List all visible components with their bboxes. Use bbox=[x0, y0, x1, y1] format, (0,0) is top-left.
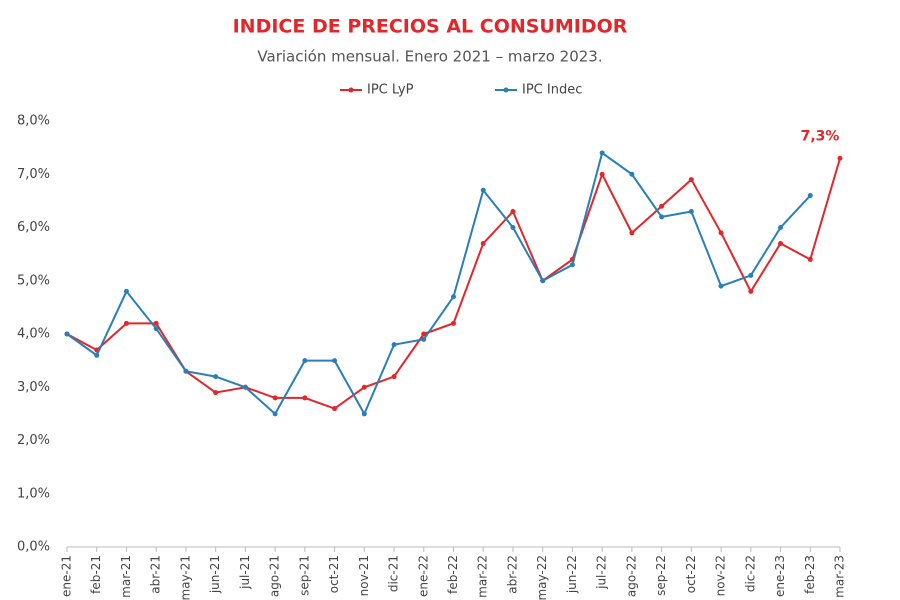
data-label: 7,3% bbox=[801, 128, 840, 144]
y-tick-label: 3,0% bbox=[17, 380, 50, 395]
x-tick-label: dic-21 bbox=[387, 555, 401, 592]
point bbox=[302, 395, 308, 401]
point bbox=[183, 368, 189, 374]
point bbox=[361, 411, 367, 417]
y-tick-label: 7,0% bbox=[17, 167, 50, 182]
y-tick-label: 6,0% bbox=[17, 220, 50, 235]
point bbox=[748, 288, 754, 294]
x-tick-label: sep-21 bbox=[297, 555, 311, 596]
x-tick-label: ene-22 bbox=[416, 555, 430, 597]
point bbox=[629, 171, 635, 177]
point bbox=[391, 342, 397, 348]
point bbox=[659, 203, 665, 209]
x-tick-label: mar-22 bbox=[476, 555, 490, 598]
legend-label: IPC Indec bbox=[522, 83, 582, 98]
x-tick-label: feb-22 bbox=[446, 555, 460, 594]
x-tick-label: abr-22 bbox=[505, 555, 519, 594]
point bbox=[421, 331, 427, 337]
x-tick-label: sep-22 bbox=[654, 555, 668, 596]
point bbox=[361, 384, 367, 390]
series-line bbox=[66, 151, 812, 417]
y-tick-label: 5,0% bbox=[17, 273, 50, 288]
point bbox=[451, 320, 456, 326]
x-tick-label: oct-21 bbox=[327, 555, 341, 593]
point bbox=[510, 225, 516, 230]
x-tick-label: mar-23 bbox=[833, 555, 847, 598]
x-tick-label: jun-22 bbox=[565, 555, 579, 594]
y-tick-label: 2,0% bbox=[17, 433, 50, 448]
y-tick-label: 8,0% bbox=[17, 114, 50, 129]
point bbox=[540, 278, 546, 284]
point bbox=[778, 225, 784, 230]
y-tick-label: 0,0% bbox=[17, 540, 50, 555]
point bbox=[599, 150, 605, 156]
point bbox=[213, 390, 219, 396]
x-tick-label: ene-23 bbox=[773, 555, 787, 597]
y-tick-label: 4,0% bbox=[17, 327, 50, 342]
x-tick-label: nov-22 bbox=[714, 555, 728, 596]
point bbox=[332, 406, 338, 412]
point bbox=[480, 187, 486, 193]
point bbox=[599, 171, 605, 177]
point bbox=[807, 193, 813, 199]
x-tick-label: feb-21 bbox=[89, 555, 103, 594]
point bbox=[272, 395, 278, 401]
x-tick-label: jul-22 bbox=[595, 555, 609, 590]
point bbox=[153, 326, 159, 332]
series-line bbox=[66, 157, 841, 410]
point bbox=[659, 214, 665, 220]
x-tick-label: jun-21 bbox=[208, 555, 222, 594]
x-tick-label: jul-21 bbox=[238, 555, 252, 590]
point bbox=[332, 358, 338, 364]
legend-marker bbox=[503, 87, 509, 93]
chart-title: INDICE DE PRECIOS AL CONSUMIDOR bbox=[233, 16, 628, 38]
point bbox=[510, 209, 516, 215]
point bbox=[153, 320, 159, 326]
point bbox=[837, 155, 843, 161]
legend-marker bbox=[348, 87, 354, 93]
x-tick-label: ago-22 bbox=[624, 555, 638, 597]
point bbox=[688, 209, 694, 215]
x-tick-label: ene-21 bbox=[60, 555, 74, 597]
x-tick-label: ago-21 bbox=[268, 555, 282, 597]
point bbox=[302, 358, 308, 364]
x-tick-label: mar-21 bbox=[119, 555, 133, 598]
point bbox=[123, 288, 129, 294]
point bbox=[629, 230, 635, 236]
x-tick-label: abr-21 bbox=[149, 555, 163, 594]
point bbox=[718, 283, 724, 289]
point bbox=[213, 374, 219, 380]
x-tick-label: nov-21 bbox=[357, 555, 371, 596]
point bbox=[272, 411, 278, 417]
point bbox=[569, 262, 575, 268]
point bbox=[391, 374, 397, 380]
x-tick-label: may-21 bbox=[178, 555, 192, 600]
y-tick-label: 1,0% bbox=[17, 486, 50, 501]
point bbox=[807, 256, 813, 262]
x-tick-label: may-22 bbox=[535, 555, 549, 600]
x-tick-label: oct-22 bbox=[684, 555, 698, 593]
point bbox=[718, 230, 724, 236]
x-tick-label: dic-22 bbox=[743, 555, 757, 592]
point bbox=[123, 320, 129, 326]
x-tick-label: feb-23 bbox=[803, 555, 817, 594]
chart-subtitle: Variación mensual. Enero 2021 – marzo 20… bbox=[257, 48, 602, 66]
legend-label: IPC LyP bbox=[367, 83, 414, 98]
point bbox=[451, 294, 456, 300]
point bbox=[688, 177, 694, 183]
point bbox=[480, 240, 486, 246]
point bbox=[421, 336, 427, 342]
point bbox=[778, 240, 784, 246]
point bbox=[748, 272, 754, 278]
point bbox=[94, 352, 100, 358]
point bbox=[64, 331, 70, 337]
point bbox=[242, 384, 248, 390]
